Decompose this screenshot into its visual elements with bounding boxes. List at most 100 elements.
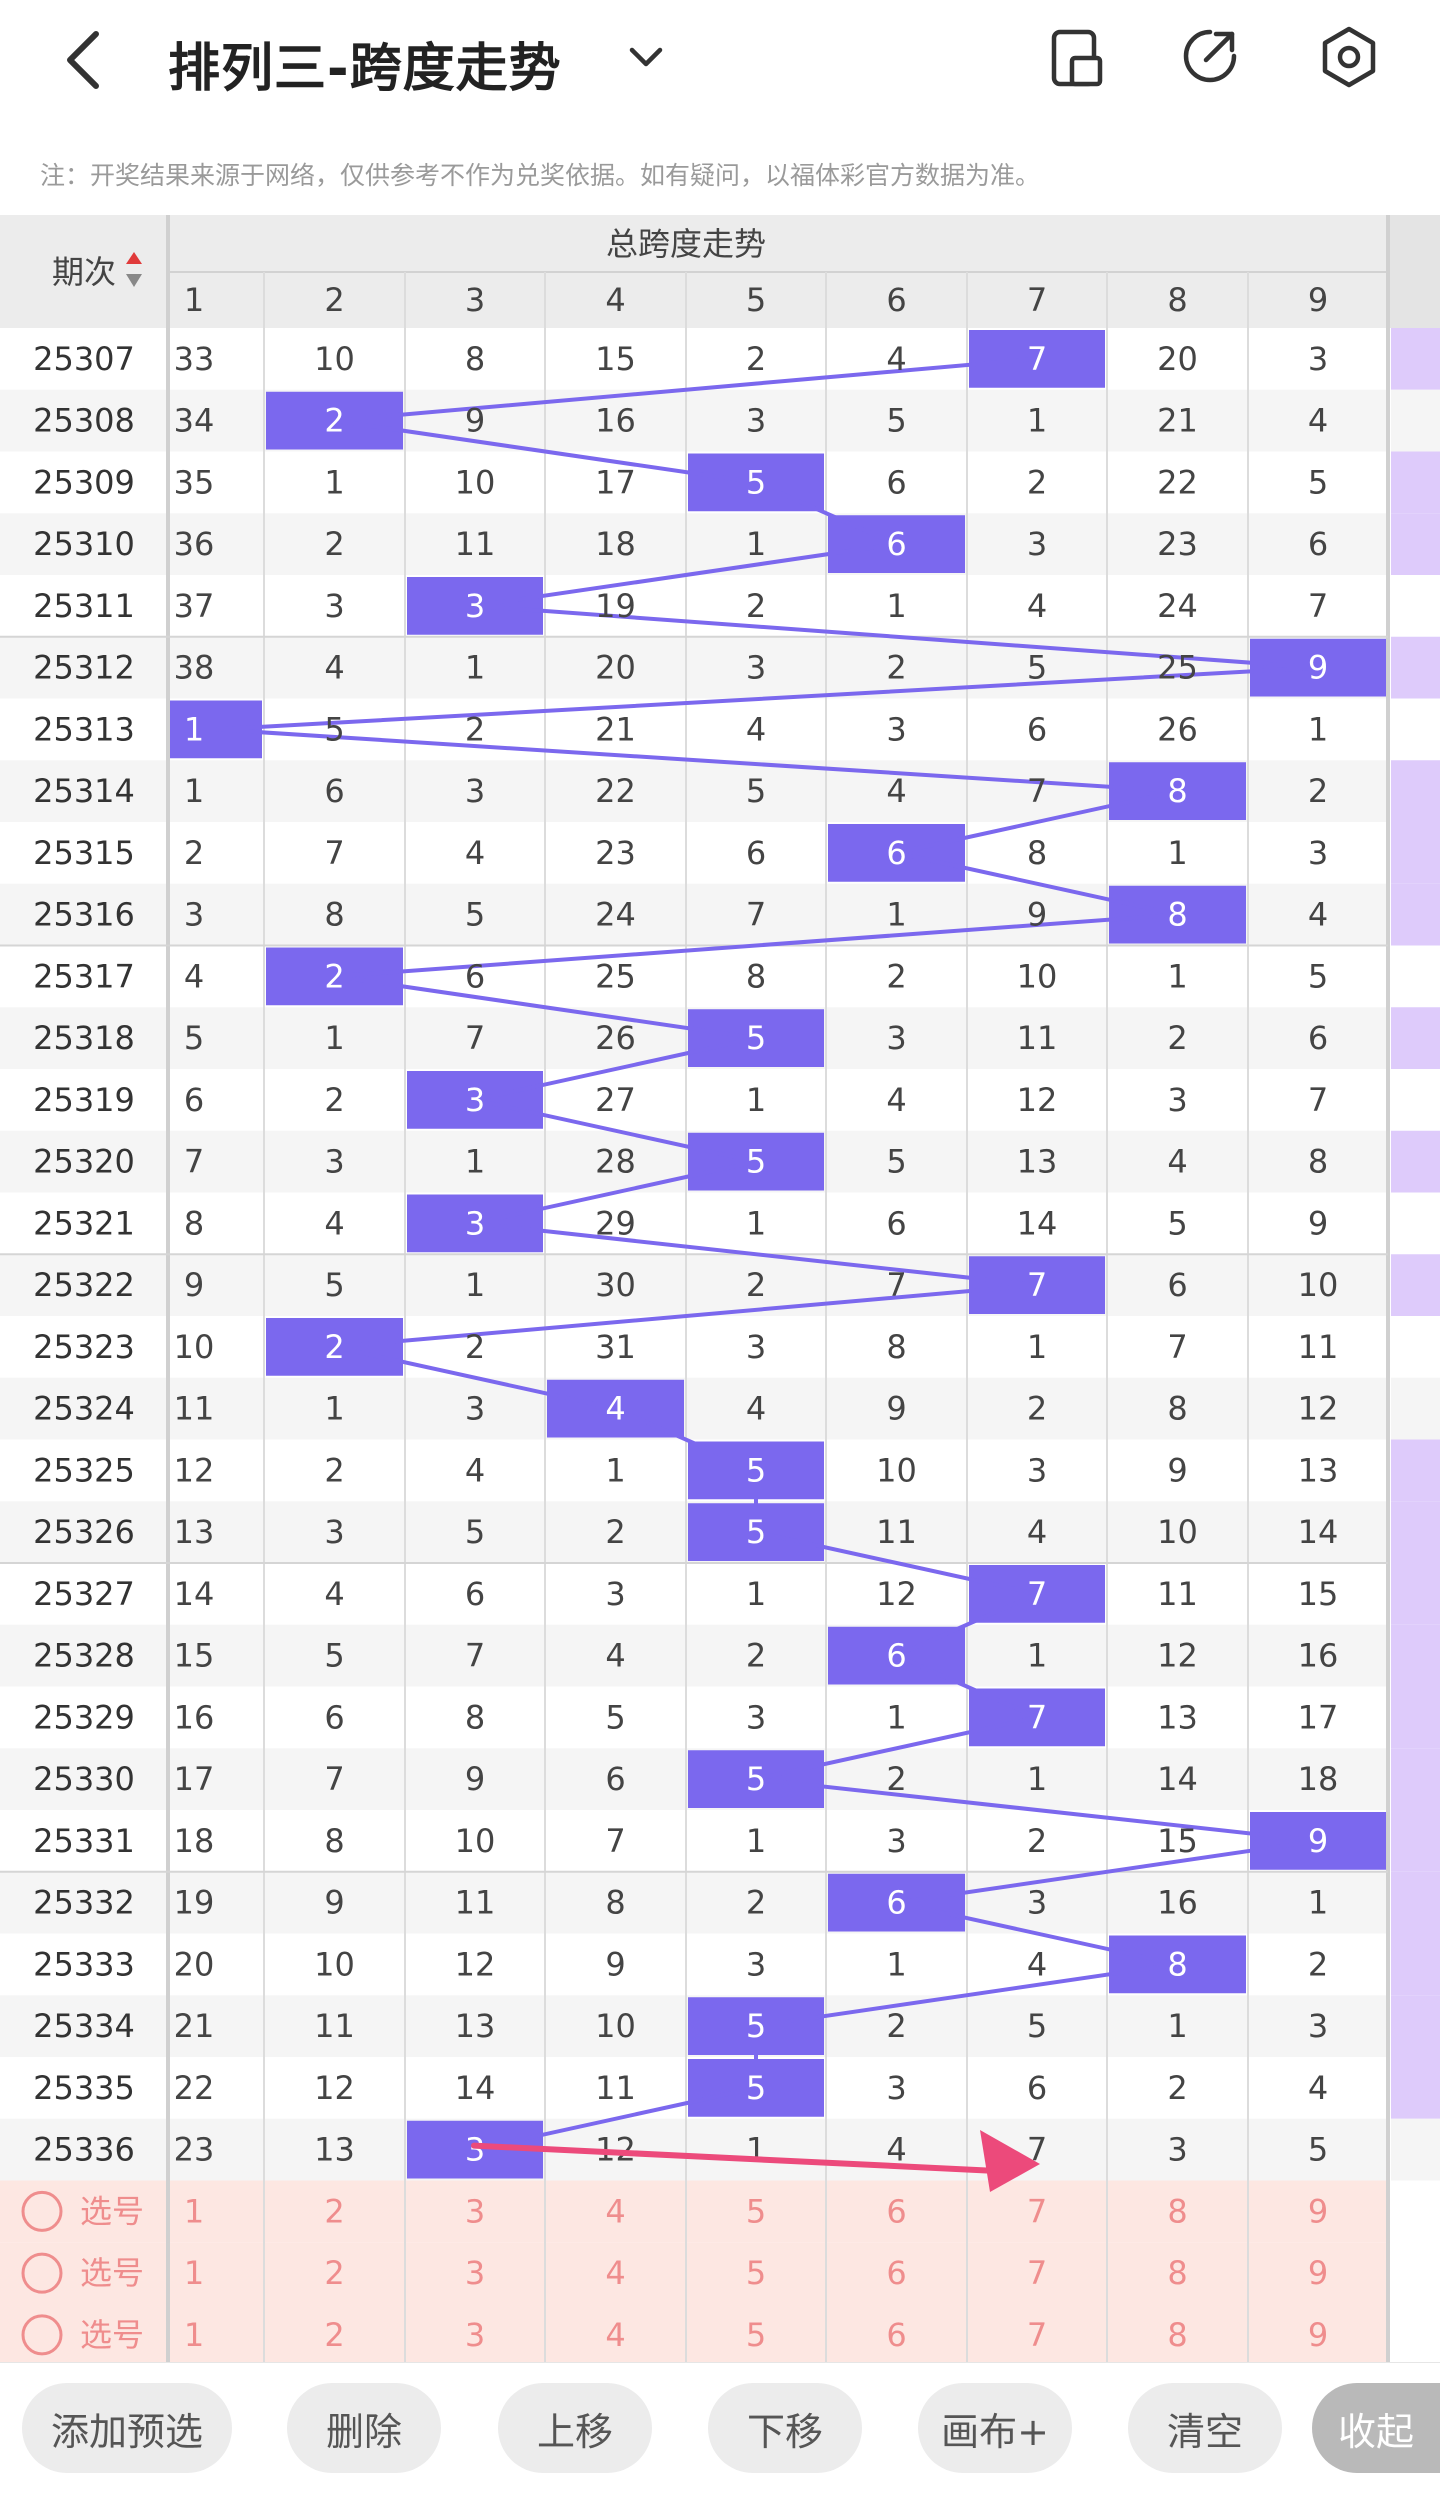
side-mark: [1391, 760, 1440, 822]
column-header-8: 8: [1167, 281, 1187, 319]
select-radio[interactable]: [21, 2190, 63, 2232]
collapse-button[interactable]: 收起: [1312, 2383, 1440, 2473]
miss-count: 34: [174, 402, 215, 440]
period-label: 25329: [33, 1698, 135, 1736]
miss-count: 3: [184, 896, 204, 934]
miss-count: 10: [1017, 957, 1058, 995]
period-header: 期次: [52, 253, 116, 291]
miss-count: 3: [1027, 1884, 1047, 1922]
column-header-7: 7: [1027, 281, 1047, 319]
miss-count: 6: [1027, 2069, 1047, 2107]
miss-count: 2: [1027, 1390, 1047, 1428]
select-number: 2: [324, 2316, 344, 2354]
back-icon[interactable]: [60, 28, 106, 92]
move-up-button[interactable]: 上移: [498, 2383, 652, 2473]
miss-count: 2: [746, 340, 766, 378]
delete-button[interactable]: 删除: [287, 2383, 441, 2473]
miss-count: 18: [174, 1822, 215, 1860]
sort-down-icon[interactable]: [126, 274, 142, 287]
miss-count: 2: [1308, 1945, 1328, 1983]
miss-count: 9: [1308, 1204, 1328, 1242]
hit-value: 9: [1308, 649, 1328, 687]
side-mark: [1391, 1748, 1440, 1810]
miss-count: 21: [595, 710, 636, 748]
side-mark: [1391, 883, 1440, 946]
miss-count: 1: [605, 1451, 625, 1489]
settings-icon[interactable]: [1318, 24, 1380, 90]
miss-count: 6: [605, 1760, 625, 1798]
miss-count: 3: [1308, 2007, 1328, 2045]
table-row: [0, 2118, 1388, 2181]
side-mark: [1391, 1933, 1440, 1996]
hit-value: 7: [1027, 340, 1047, 378]
miss-count: 5: [1308, 957, 1328, 995]
table-row: [0, 1871, 1388, 1934]
miss-count: 6: [324, 1698, 344, 1736]
miss-count: 1: [746, 1081, 766, 1119]
miss-count: 19: [174, 1884, 215, 1922]
select-number: 6: [886, 2192, 906, 2230]
move-down-button[interactable]: 下移: [708, 2383, 862, 2473]
hit-value: 8: [1167, 772, 1187, 810]
hit-value: 3: [465, 587, 485, 625]
miss-count: 2: [746, 1266, 766, 1304]
miss-count: 3: [1167, 1081, 1187, 1119]
select-number: 7: [1027, 2254, 1047, 2292]
share-icon[interactable]: [1180, 26, 1240, 88]
miss-count: 4: [1308, 402, 1328, 440]
miss-count: 2: [324, 1451, 344, 1489]
period-label: 25331: [33, 1822, 135, 1860]
select-number: 6: [886, 2316, 906, 2354]
miss-count: 3: [886, 2069, 906, 2107]
miss-count: 24: [595, 896, 636, 934]
miss-count: 2: [746, 1884, 766, 1922]
hit-value: 5: [746, 1143, 766, 1181]
miss-count: 12: [455, 1945, 496, 1983]
miss-count: 12: [314, 2069, 355, 2107]
miss-count: 33: [174, 340, 215, 378]
miss-count: 2: [1027, 1822, 1047, 1860]
add-preselect-button[interactable]: 添加预选: [22, 2383, 232, 2473]
select-number: 7: [1027, 2192, 1047, 2230]
miss-count: 2: [465, 1328, 485, 1366]
select-radio[interactable]: [21, 2314, 63, 2356]
miss-count: 13: [1157, 1698, 1198, 1736]
miss-count: 7: [465, 1019, 485, 1057]
select-number: 3: [465, 2254, 485, 2292]
period-label: 25309: [33, 463, 135, 501]
miss-count: 3: [465, 1390, 485, 1428]
miss-count: 5: [886, 402, 906, 440]
side-mark: [1391, 822, 1440, 884]
miss-count: 8: [465, 1698, 485, 1736]
select-label: 选号: [80, 2254, 144, 2292]
column-header-5: 5: [746, 281, 766, 319]
miss-count: 13: [1017, 1143, 1058, 1181]
chevron-down-icon[interactable]: [628, 44, 664, 70]
miss-count: 7: [324, 1760, 344, 1798]
period-label: 25334: [33, 2007, 135, 2045]
miss-count: 7: [886, 1266, 906, 1304]
miss-count: 8: [1167, 1390, 1187, 1428]
phone-layout-icon[interactable]: [1048, 28, 1104, 88]
side-mark: [1391, 1686, 1440, 1749]
miss-count: 37: [174, 587, 215, 625]
miss-count: 1: [465, 1143, 485, 1181]
table-row: [0, 575, 1388, 637]
miss-count: 9: [465, 402, 485, 440]
side-mark: [1391, 328, 1440, 390]
miss-count: 10: [455, 1822, 496, 1860]
canvas-plus-button[interactable]: 画布+: [918, 2383, 1072, 2473]
miss-count: 11: [876, 1513, 917, 1551]
miss-count: 3: [1308, 834, 1328, 872]
clear-button[interactable]: 清空: [1128, 2383, 1282, 2473]
table-row: [0, 1069, 1388, 1131]
miss-count: 5: [324, 1637, 344, 1675]
miss-count: 2: [465, 710, 485, 748]
miss-count: 4: [886, 2131, 906, 2169]
miss-count: 8: [886, 1328, 906, 1366]
sort-up-icon[interactable]: [126, 252, 142, 264]
period-label: 25316: [33, 896, 135, 934]
select-radio[interactable]: [21, 2252, 63, 2294]
hit-value: 8: [1167, 1945, 1187, 1983]
